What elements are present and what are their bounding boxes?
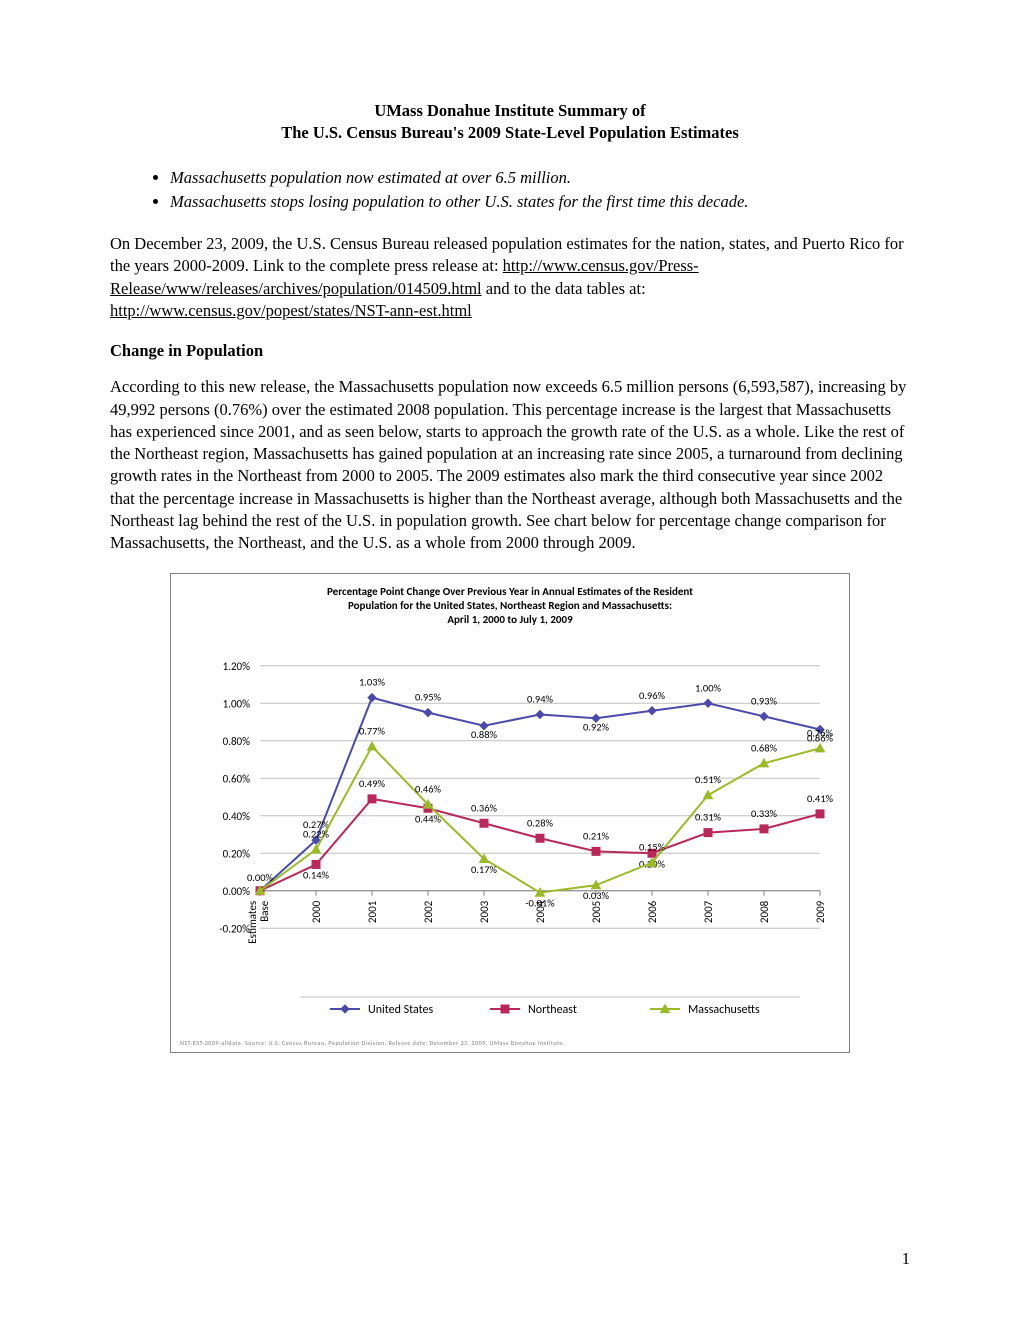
svg-text:0.76%: 0.76% xyxy=(807,726,834,739)
svg-text:Base: Base xyxy=(258,900,271,922)
body-paragraph: According to this new release, the Massa… xyxy=(110,376,910,554)
title-line2: The U.S. Census Bureau's 2009 State-Leve… xyxy=(110,122,910,144)
svg-text:2001: 2001 xyxy=(366,900,379,923)
svg-text:0.00%: 0.00% xyxy=(247,870,274,883)
svg-text:0.77%: 0.77% xyxy=(359,724,386,737)
svg-text:0.51%: 0.51% xyxy=(695,773,722,786)
svg-text:0.88%: 0.88% xyxy=(471,727,498,740)
svg-text:Percentage Point Change Over P: Percentage Point Change Over Previous Ye… xyxy=(327,585,693,598)
bullet-item: Massachusetts population now estimated a… xyxy=(170,167,910,189)
svg-text:0.28%: 0.28% xyxy=(527,816,554,829)
svg-text:0.60%: 0.60% xyxy=(223,772,251,785)
svg-text:0.68%: 0.68% xyxy=(751,741,778,754)
intro-paragraph: On December 23, 2009, the U.S. Census Bu… xyxy=(110,233,910,322)
svg-text:0.17%: 0.17% xyxy=(471,862,498,875)
svg-text:2005: 2005 xyxy=(590,900,603,922)
svg-text:Massachusetts: Massachusetts xyxy=(688,1003,760,1017)
svg-text:0.80%: 0.80% xyxy=(223,734,251,747)
svg-text:-0.01%: -0.01% xyxy=(525,896,555,909)
svg-text:0.46%: 0.46% xyxy=(415,782,442,795)
section-heading: Change in Population xyxy=(110,340,910,362)
svg-text:2000: 2000 xyxy=(310,900,323,923)
svg-text:0.36%: 0.36% xyxy=(471,801,498,814)
title-line1: UMass Donahue Institute Summary of xyxy=(110,100,910,122)
svg-text:0.94%: 0.94% xyxy=(527,692,554,705)
summary-bullets: Massachusetts population now estimated a… xyxy=(170,167,910,214)
data-tables-link[interactable]: http://www.census.gov/popest/states/NST-… xyxy=(110,301,472,320)
svg-text:0.95%: 0.95% xyxy=(415,690,442,703)
svg-text:2002: 2002 xyxy=(422,900,435,923)
svg-text:0.33%: 0.33% xyxy=(751,806,778,819)
svg-text:0.92%: 0.92% xyxy=(583,720,610,733)
svg-text:NST-EST-2009-alldata. Source:: NST-EST-2009-alldata. Source: U.S. Censu… xyxy=(180,1039,565,1047)
bullet-item: Massachusetts stops losing population to… xyxy=(170,191,910,213)
intro-mid: and to the data tables at: xyxy=(482,279,646,298)
svg-text:0.49%: 0.49% xyxy=(359,776,386,789)
svg-text:April 1, 2000 to July 1, 2009: April 1, 2000 to July 1, 2009 xyxy=(447,613,573,626)
population-change-chart: Percentage Point Change Over Previous Ye… xyxy=(170,573,850,1053)
svg-text:0.41%: 0.41% xyxy=(807,791,834,804)
svg-text:0.31%: 0.31% xyxy=(695,810,722,823)
svg-text:0.15%: 0.15% xyxy=(639,840,666,853)
svg-text:0.22%: 0.22% xyxy=(303,827,330,840)
svg-text:2003: 2003 xyxy=(478,900,491,923)
svg-text:0.14%: 0.14% xyxy=(303,868,330,881)
svg-text:0.40%: 0.40% xyxy=(223,809,251,822)
svg-text:2006: 2006 xyxy=(646,900,659,923)
svg-text:1.20%: 1.20% xyxy=(223,659,251,672)
svg-text:0.21%: 0.21% xyxy=(583,829,610,842)
svg-text:2009: 2009 xyxy=(814,900,827,923)
svg-text:Northeast: Northeast xyxy=(528,1003,577,1017)
svg-text:0.03%: 0.03% xyxy=(583,889,610,902)
svg-text:0.93%: 0.93% xyxy=(751,694,778,707)
svg-text:0.96%: 0.96% xyxy=(639,688,666,701)
svg-text:2008: 2008 xyxy=(758,900,771,923)
title-block: UMass Donahue Institute Summary of The U… xyxy=(110,100,910,145)
svg-text:0.00%: 0.00% xyxy=(223,884,251,897)
svg-text:Population for the United Stat: Population for the United States, Northe… xyxy=(348,599,672,612)
svg-text:2007: 2007 xyxy=(702,900,715,923)
svg-text:1.03%: 1.03% xyxy=(359,675,386,688)
svg-text:0.20%: 0.20% xyxy=(223,847,251,860)
svg-text:United States: United States xyxy=(368,1003,434,1017)
svg-text:1.00%: 1.00% xyxy=(695,681,722,694)
svg-text:1.00%: 1.00% xyxy=(223,697,251,710)
page-number: 1 xyxy=(902,1248,910,1270)
